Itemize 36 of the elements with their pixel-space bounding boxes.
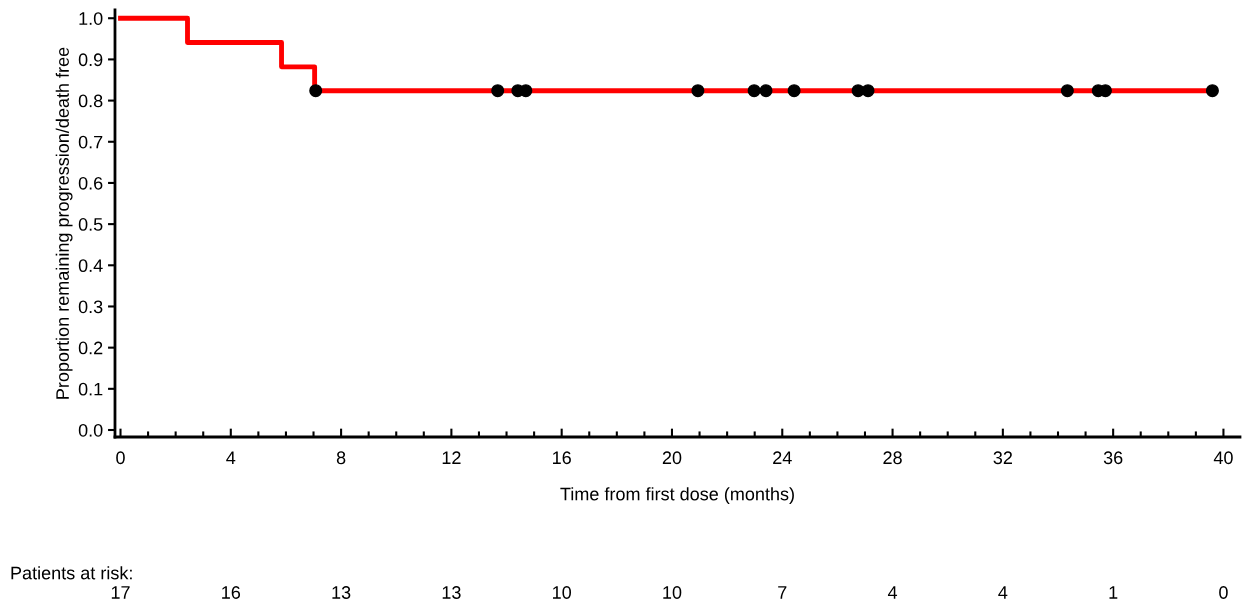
y-tick-label: 1.0 [79,12,103,25]
y-tick-label: 0.1 [78,382,103,396]
text: Patients at risk: [11,566,132,580]
text: 10 [663,586,682,599]
x-tick-label: 32 [993,451,1012,465]
text: 13 [332,586,351,599]
y-tick-label: 0.2 [78,341,103,355]
text: 7 [778,586,787,599]
text: 13 [442,586,461,599]
y-tick-label: 0.0 [78,423,103,437]
y-tick-label: 0.8 [78,94,103,108]
y-tick-label: 0.9 [78,53,103,67]
y-axis-title: Proportion remaining progression/death free [55,47,73,399]
x-tick-label: 40 [1213,451,1233,465]
x-tick-label: 28 [883,451,902,465]
text: 4 [887,586,898,599]
x-tick-label: 0 [116,451,125,465]
y-tick-label: 0.6 [78,176,103,190]
x-tick-label: 4 [226,451,236,464]
x-tick-label: 16 [553,451,571,465]
text: 1 [1109,586,1118,599]
text: 17 [111,586,130,599]
y-tick-label: 0.4 [78,259,103,273]
x-tick-label: 8 [336,451,346,465]
x-tick-label: 20 [662,451,682,465]
x-tick-label: 12 [442,451,461,464]
y-tick-label: 0.7 [78,135,103,149]
text: 4 [998,586,1008,599]
text: 0 [1219,586,1228,599]
x-tick-label: 24 [773,451,792,464]
x-tick-label: 36 [1103,451,1123,465]
text: 10 [553,586,572,599]
y-tick-label: 0.3 [78,300,103,314]
x-axis-title: Time from first dose (months) [560,487,794,504]
y-tick-label: 0.5 [78,218,103,231]
text: 16 [222,586,241,599]
